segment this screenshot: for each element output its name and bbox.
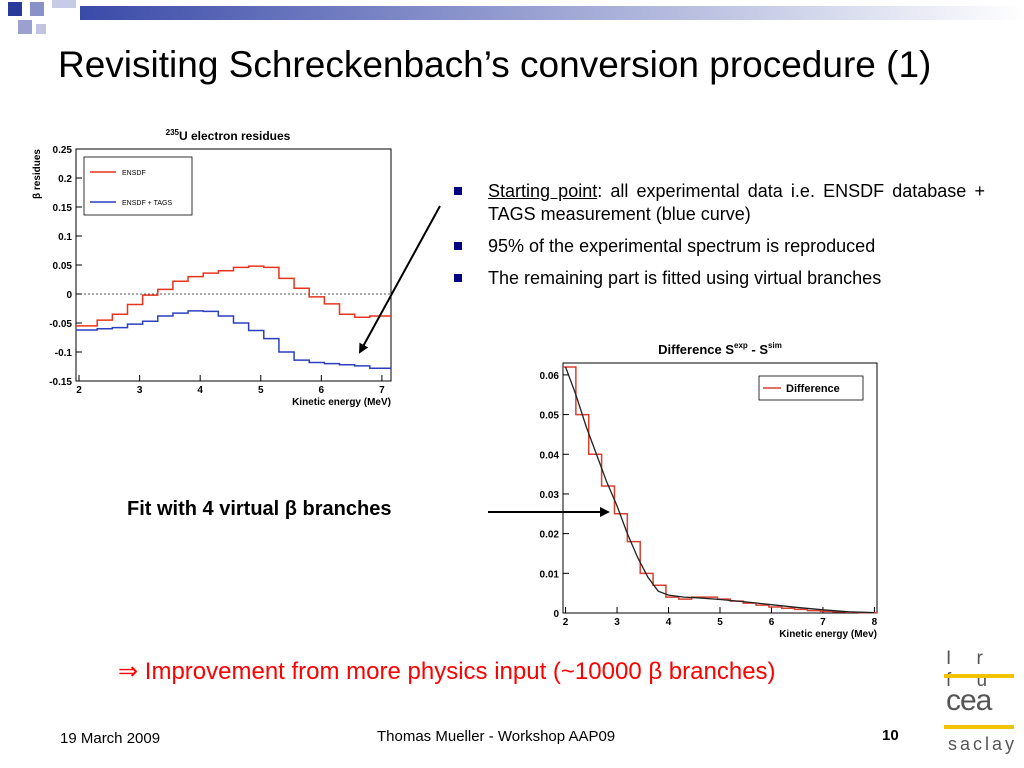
bullet-text: The remaining part is fitted using virtu… (488, 268, 882, 288)
x-tick-label: 3 (137, 385, 143, 396)
footer-presenter: Thomas Mueller - Workshop AAP09 (377, 728, 616, 745)
fit-curve (564, 366, 875, 614)
bullet-text: : all experimental data i.e. ENSDF datab… (488, 181, 985, 224)
y-tick-label: 0.02 (540, 530, 560, 541)
chart-title-part: - S (748, 342, 769, 357)
y-tick-label: 0.05 (540, 411, 560, 422)
y-tick-label: 0.04 (540, 450, 560, 461)
y-tick-label: 0.05 (53, 261, 73, 272)
y-tick-label: 0.06 (540, 371, 560, 382)
legend-label: ENSDF + TAGS (122, 200, 172, 207)
chart-title: 235U electron residues (166, 128, 291, 143)
y-tick-label: 0 (553, 609, 559, 620)
bullet-underlined: Starting point (488, 181, 598, 201)
x-tick-label: 7 (820, 617, 826, 628)
difference-chart: Difference Sexp - Ssim 0 0.01 0.02 0.03 0.04 0… (540, 341, 878, 640)
x-tick-label: 3 (614, 617, 620, 628)
x-tick-label: 5 (717, 617, 723, 628)
y-tick-label: -0.15 (49, 377, 72, 388)
series-line (76, 265, 391, 327)
bullet-item: The remaining part is fitted using virtu… (452, 267, 985, 290)
y-tick-label: -0.05 (49, 319, 72, 330)
chart-title-superscript: sim (768, 341, 782, 350)
x-tick-label: 4 (666, 617, 672, 628)
square-bullet-icon (454, 274, 462, 282)
saclay-logo-text: saclay (948, 734, 1018, 754)
bullet-text: 95% of the experimental spectrum is repr… (488, 236, 876, 256)
y-tick-label: 0 (66, 290, 72, 301)
y-tick-label: 0.25 (53, 145, 73, 156)
x-tick-label: 5 (258, 385, 264, 396)
legend-box (83, 156, 193, 216)
chart-title-part: Difference S (658, 342, 734, 357)
residues-chart: 235U electron residues-0.15-0.1-0.0500.0… (32, 128, 392, 408)
irfu-logo: I r f u cea saclay (940, 640, 1020, 765)
arrow-to-blue-curve (359, 205, 441, 354)
chart-title-main: U electron residues (179, 129, 291, 143)
legend-label: Difference (786, 383, 840, 395)
series-line (76, 310, 391, 369)
y-tick-label: 0.01 (540, 569, 560, 580)
slide-title: Revisiting Schreckenbach’s conversion pr… (58, 44, 932, 85)
y-tick-label: -0.1 (55, 348, 73, 359)
x-tick-label: 8 (872, 617, 878, 628)
bullet-list: Starting point: all experimental data i.… (452, 180, 985, 299)
x-tick-label: 7 (379, 385, 385, 396)
legend-label: ENSDF (122, 170, 146, 177)
footer-date: 19 March 2009 (60, 730, 161, 747)
x-tick-label: 2 (563, 617, 569, 628)
square-bullet-icon (454, 242, 462, 250)
y-tick-label: 0.03 (540, 490, 560, 501)
y-tick-label: 0.2 (58, 174, 72, 185)
bullet-item: Starting point: all experimental data i.… (452, 180, 985, 226)
fit-label: Fit with 4 virtual β branches (127, 498, 392, 520)
page-number: 10 (882, 727, 899, 744)
improvement-statement: ⇒ Improvement from more physics input (~… (118, 658, 776, 685)
chart-title-superscript: exp (734, 341, 748, 350)
bullet-item: 95% of the experimental spectrum is repr… (452, 235, 985, 258)
plot-frame (562, 362, 878, 614)
y-tick-label: 0.1 (58, 232, 72, 243)
chart-title: Difference Sexp - Ssim (658, 341, 782, 357)
x-tick-label: 4 (197, 385, 203, 396)
legend: Difference (758, 375, 864, 401)
x-tick-label: 6 (319, 385, 325, 396)
legend: ENSDF ENSDF + TAGS (83, 156, 193, 216)
x-axis-label: Kinetic energy (MeV) (292, 397, 391, 408)
cea-logo-text: cea (946, 684, 992, 717)
title-rule (80, 6, 1024, 20)
y-tick-label: 0.15 (53, 203, 73, 214)
x-axis-label: Kinetic energy (Mev) (779, 629, 877, 640)
x-tick-label: 2 (76, 385, 82, 396)
logo-squares (0, 0, 80, 60)
y-axis-label: β residues (32, 149, 43, 199)
chart-title-superscript: 235 (166, 128, 180, 137)
square-bullet-icon (454, 187, 462, 195)
x-tick-label: 6 (769, 617, 775, 628)
